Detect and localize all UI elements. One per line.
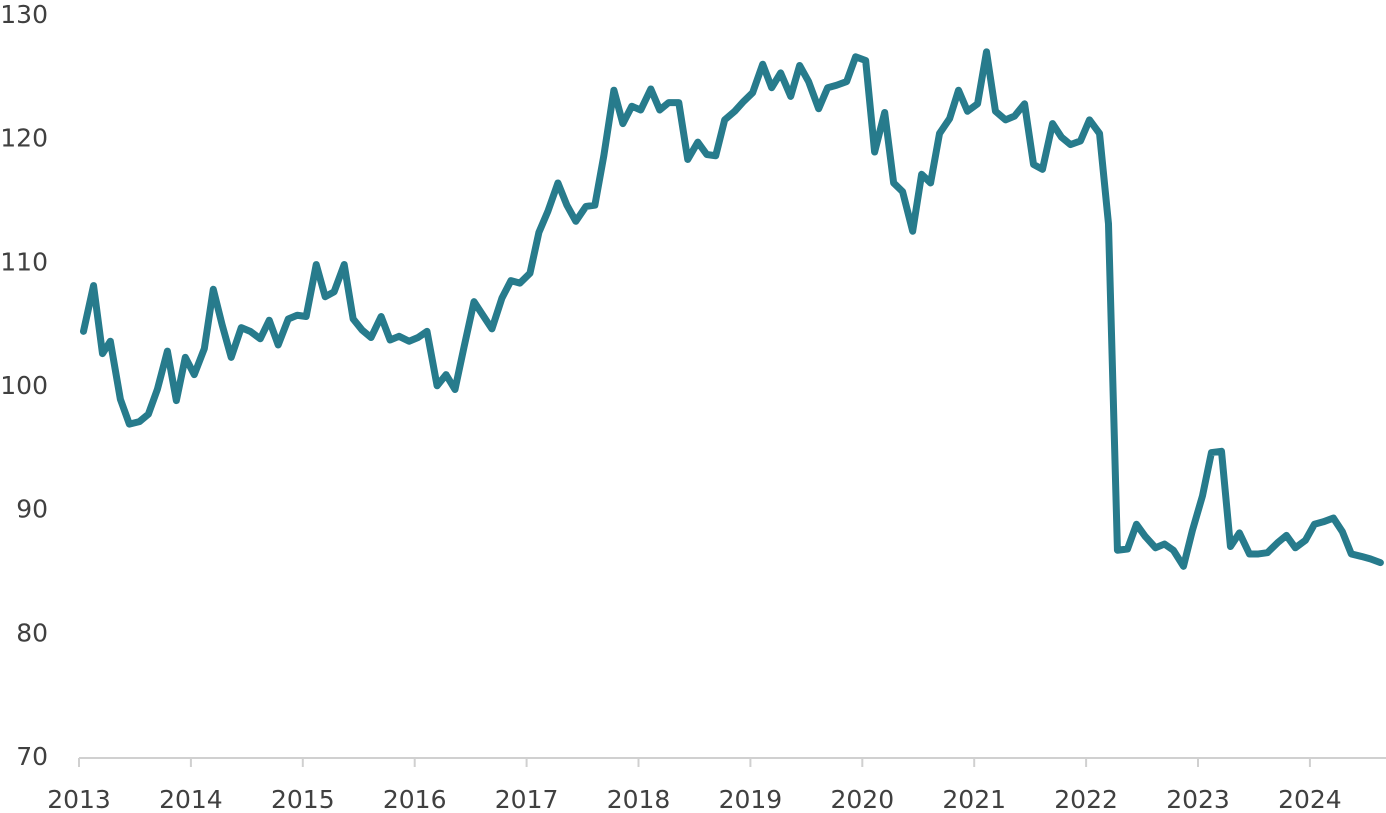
x-tick-label: 2013 [47,785,111,813]
y-tick-label: 90 [16,495,48,524]
y-tick-label: 70 [16,742,48,771]
y-tick-label: 110 [0,247,48,276]
x-tick-label: 2023 [1166,785,1230,813]
x-tick-label: 2016 [383,785,447,813]
x-tick-label: 2018 [607,785,671,813]
data-line [79,48,1384,570]
x-tick-label: 2021 [942,785,1006,813]
x-tick-label: 2024 [1278,785,1342,813]
x-tick-label: 2019 [719,785,783,813]
x-tick-label: 2022 [1054,785,1118,813]
y-tick-label: 120 [0,124,48,153]
x-tick-label: 2017 [495,785,559,813]
y-tick-label: 100 [0,371,48,400]
x-tick-label: 2014 [159,785,223,813]
y-tick-label: 130 [0,0,48,29]
x-tick-label: 2015 [271,785,335,813]
y-tick-label: 80 [16,618,48,647]
x-tick-label: 2020 [830,785,894,813]
